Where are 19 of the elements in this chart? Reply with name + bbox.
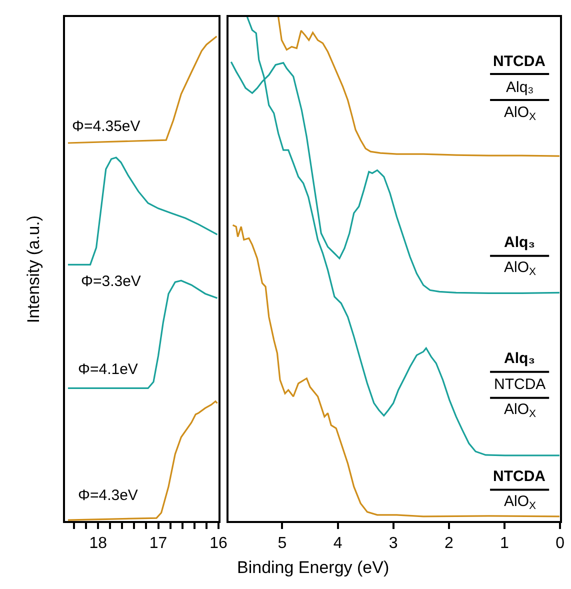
x-tick-label: 0 (556, 535, 565, 552)
annotation: NTCDA AlO$_{X}$ (493, 468, 546, 512)
annotation: Φ=4.3eV (78, 487, 138, 504)
x-tick-label: 3 (388, 535, 398, 552)
y-axis-title: Intensity (a.u.) (24, 215, 44, 324)
x-tick-label: 2 (444, 535, 454, 552)
annotation: Φ=3.3eV (81, 273, 141, 290)
x-tick-label: 16 (210, 535, 228, 552)
annotation: Alq₃ AlO$_{X}$ (504, 234, 536, 278)
x-axis-title: Binding Energy (eV) (237, 558, 390, 577)
annotation: Φ=4.1eV (78, 361, 138, 378)
annotation: Alq₃ NTCDA AlO$_{X}$ (494, 350, 546, 420)
annotation: Φ=4.35eV (72, 118, 140, 135)
x-tick-label: 17 (149, 535, 168, 552)
annotation: NTCDA Alq₃ AlO$_{X}$ (493, 53, 546, 124)
x-tick-label: 4 (333, 535, 342, 552)
x-tick-label: 5 (278, 535, 287, 552)
x-tick-label: 18 (89, 535, 108, 552)
x-tick-label: 1 (500, 535, 510, 552)
